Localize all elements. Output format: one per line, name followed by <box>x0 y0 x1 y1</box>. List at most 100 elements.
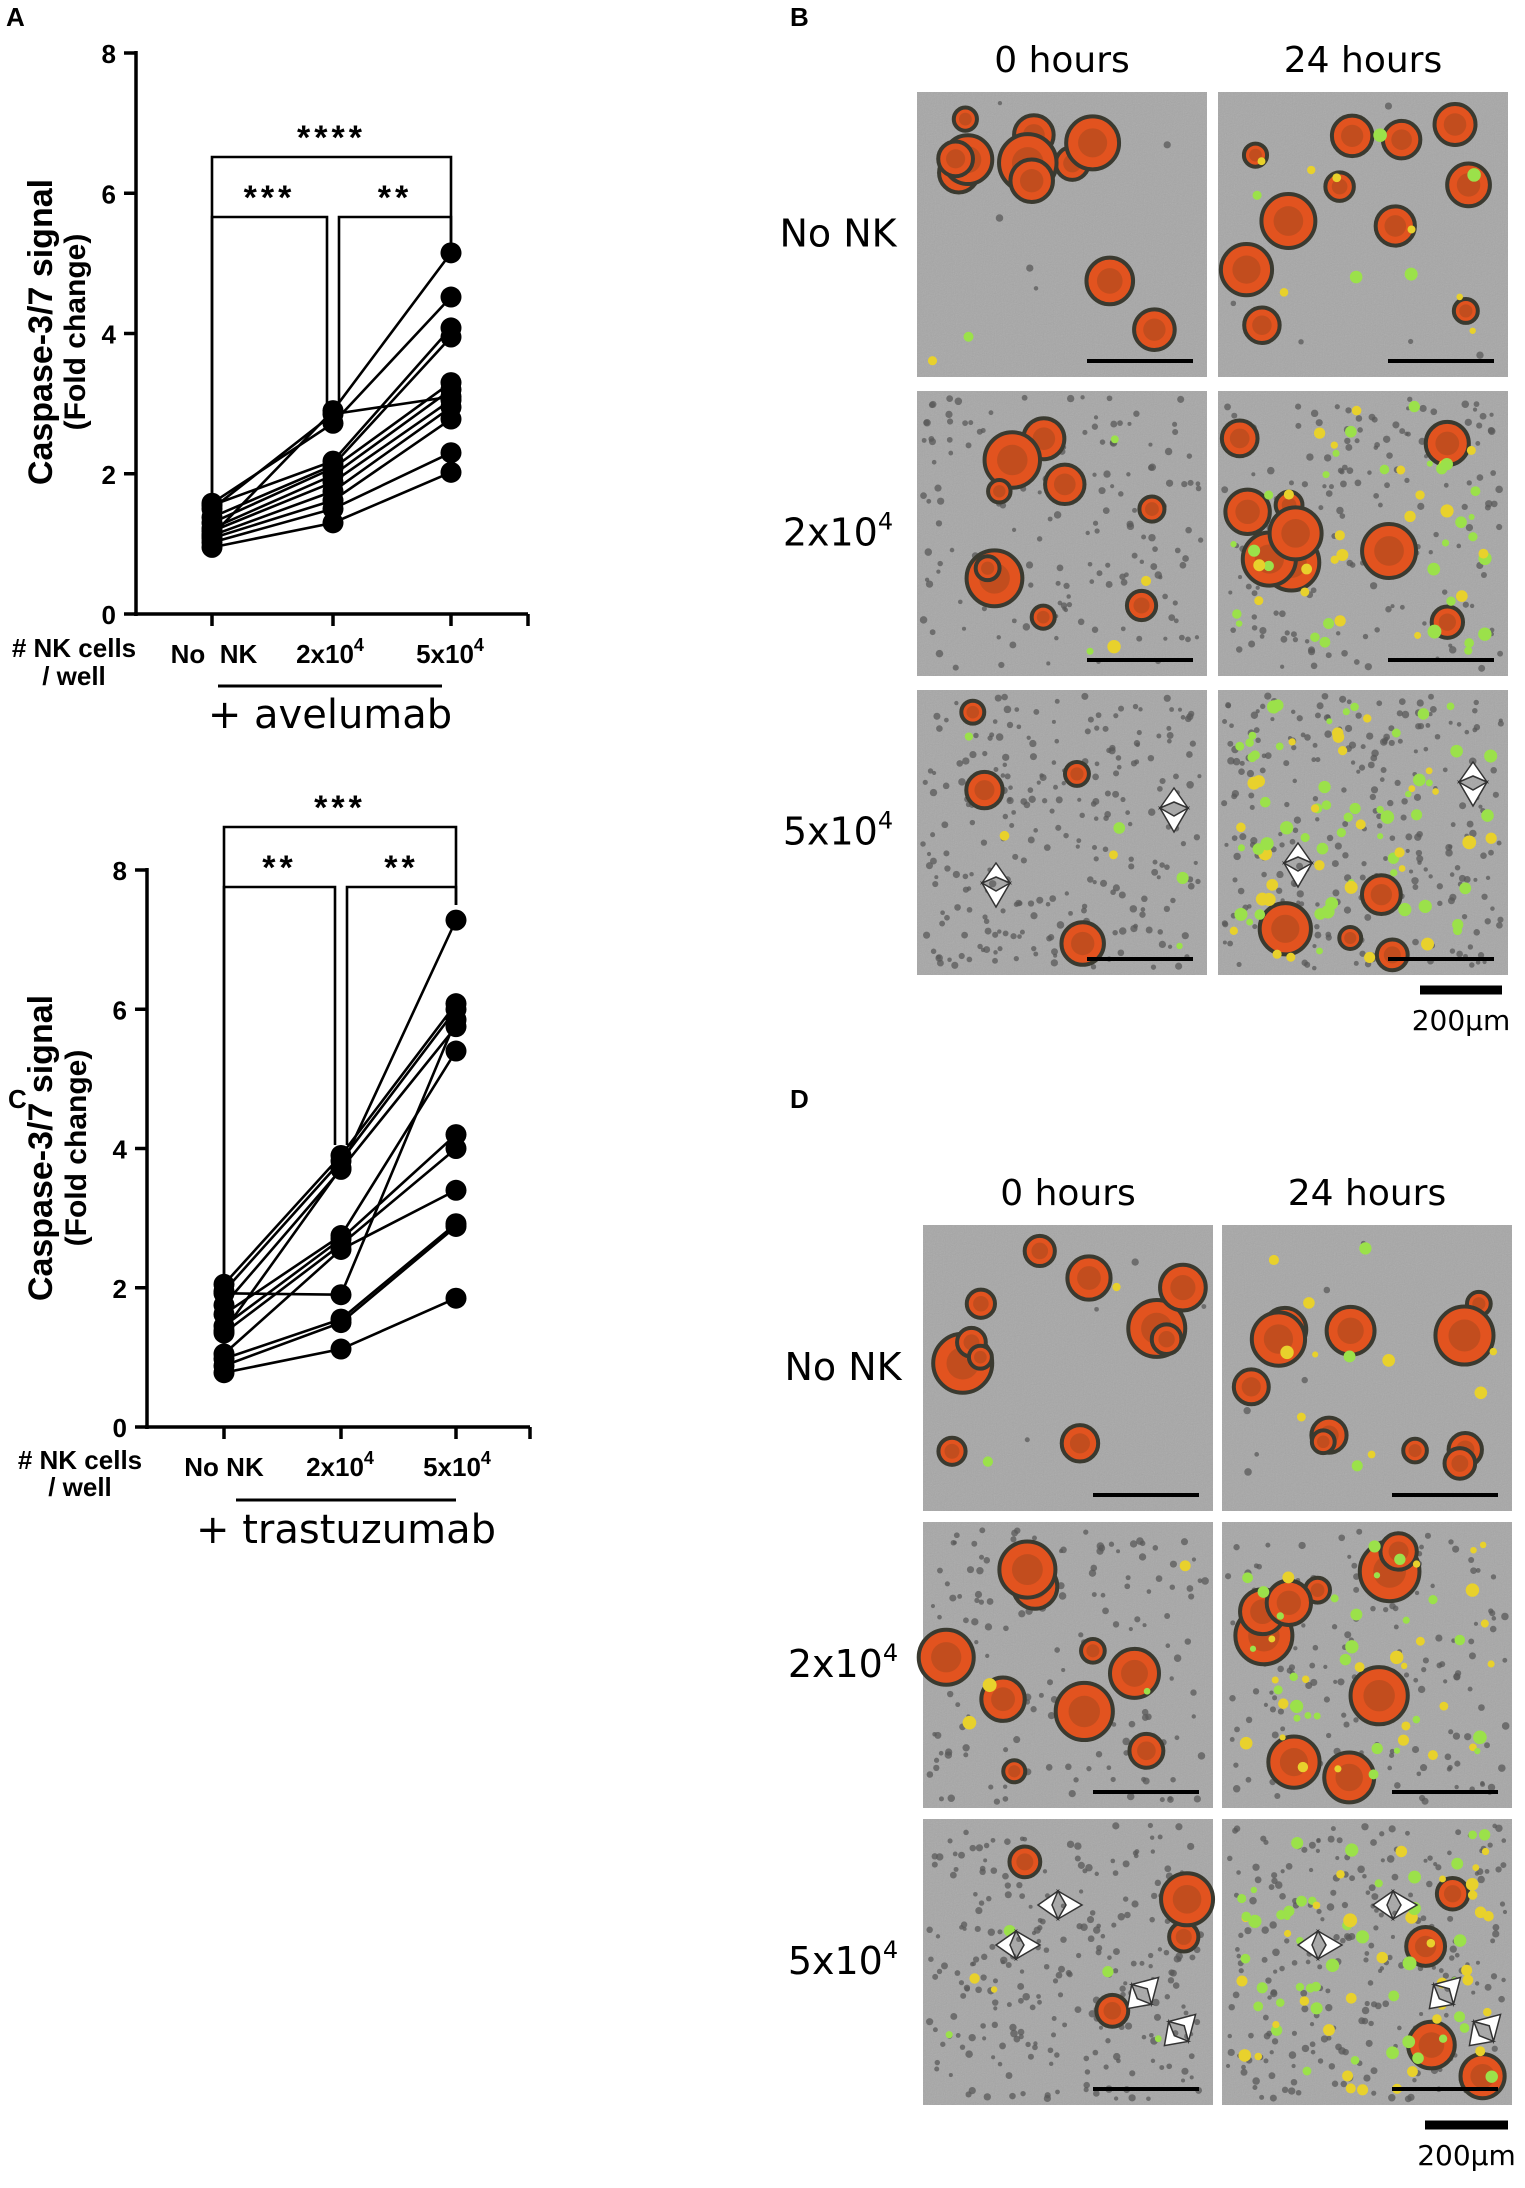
nk-cell <box>1291 709 1296 715</box>
nk-cell <box>1108 1541 1115 1547</box>
nk-cell <box>1291 2030 1297 2036</box>
apoptotic-cell <box>1400 1662 1408 1670</box>
nk-cell <box>982 2036 987 2041</box>
nk-cell <box>1193 1795 1201 1803</box>
apoptotic-cell <box>1303 1297 1315 1309</box>
nk-cell <box>1123 1981 1128 1986</box>
apoptotic-cell <box>1179 1560 1191 1572</box>
nk-cell <box>1238 1968 1244 1974</box>
nk-cell <box>1496 523 1503 531</box>
apoptotic-cell <box>1411 809 1423 821</box>
nk-cell <box>1197 1752 1206 1760</box>
organoid-core <box>1031 1242 1049 1260</box>
nk-cell <box>1104 790 1111 797</box>
nk-cell <box>1419 404 1427 413</box>
apoptotic-cell <box>1470 486 1481 497</box>
nk-cell <box>1087 876 1094 883</box>
arrowhead-icon <box>1036 1888 1084 1922</box>
nk-cell <box>1091 844 1098 850</box>
nk-cell <box>1027 900 1035 907</box>
nk-cell <box>1177 395 1185 403</box>
organoid-core <box>1241 1377 1261 1397</box>
nk-cell <box>1006 796 1014 805</box>
nk-cell <box>1159 777 1166 785</box>
nk-cell <box>1148 808 1156 816</box>
nk-cell <box>1054 698 1060 704</box>
nk-cell <box>1447 897 1455 905</box>
nk-cell <box>1051 760 1057 765</box>
nk-cell <box>1104 811 1111 818</box>
nk-cell <box>1048 2061 1054 2067</box>
nk-cell <box>975 1844 984 1852</box>
x-axis-title-line2: / well <box>42 661 106 691</box>
nk-cell <box>1390 1934 1395 1940</box>
apoptotic-cell <box>1289 1699 1304 1713</box>
row-label: No NK <box>779 212 897 256</box>
apoptotic-cell <box>1364 951 1376 963</box>
nk-cell <box>1492 1923 1500 1931</box>
nk-cell <box>1492 791 1499 798</box>
nk-cell <box>1073 1777 1079 1783</box>
nk-cell <box>1500 1862 1507 1869</box>
nk-cell <box>1277 1665 1284 1673</box>
x-axis-title: # NK cells <box>12 633 136 663</box>
nk-cell <box>949 1594 957 1602</box>
nk-cell <box>1495 1824 1503 1833</box>
nk-cell <box>1501 1838 1507 1843</box>
nk-cell <box>1335 631 1341 636</box>
nk-cell <box>930 832 936 838</box>
nk-cell <box>1043 2094 1051 2103</box>
nk-cell <box>1244 1927 1252 1935</box>
nk-cell <box>1276 870 1284 879</box>
nk-cell <box>1083 2055 1090 2062</box>
nk-cell <box>1247 904 1252 909</box>
nk-cell <box>1353 960 1359 966</box>
apoptotic-cell <box>1350 702 1359 712</box>
nk-cell <box>1256 1563 1262 1570</box>
nk-cell <box>1382 435 1391 443</box>
nk-cell <box>1357 427 1363 433</box>
nk-cell <box>1280 1869 1285 1874</box>
nk-cell <box>986 1598 994 1605</box>
significance-stars: *** <box>244 179 296 217</box>
nk-cell <box>1419 1544 1424 1550</box>
nk-cell <box>987 735 993 741</box>
nk-cell <box>924 577 930 582</box>
nk-cell <box>1387 1954 1393 1961</box>
nk-cell <box>1333 1934 1340 1941</box>
nk-cell <box>1091 626 1099 633</box>
nk-cell <box>978 1554 985 1560</box>
nk-cell <box>1113 2096 1119 2101</box>
nk-cell <box>1271 1731 1279 1739</box>
apoptotic-cell <box>1455 516 1467 529</box>
nk-cell <box>1011 527 1017 533</box>
apoptotic-cell <box>1401 1721 1411 1731</box>
data-point <box>445 1124 467 1146</box>
nk-cell <box>1248 640 1256 648</box>
nk-cell <box>1271 2038 1279 2045</box>
nk-cell <box>1373 492 1380 499</box>
nk-cell <box>1251 590 1258 597</box>
apoptotic-cell <box>1102 1966 1114 1978</box>
nk-cell <box>1255 709 1260 714</box>
nk-cell <box>1340 480 1347 488</box>
nk-cell <box>940 910 945 916</box>
nk-cell <box>1136 635 1143 642</box>
nk-cell <box>1442 767 1448 773</box>
nk-cell <box>1221 800 1228 807</box>
nk-cell <box>1361 860 1367 867</box>
nk-cell <box>1146 2096 1151 2102</box>
apoptotic-cell <box>1355 1930 1370 1944</box>
nk-cell <box>1388 2094 1396 2102</box>
apoptotic-cell <box>1300 587 1310 597</box>
nk-cell <box>922 779 928 785</box>
apoptotic-cell <box>1113 822 1126 834</box>
apoptotic-cell <box>1376 1951 1388 1964</box>
nk-cell <box>1449 1955 1455 1961</box>
nk-cell <box>1468 1556 1475 1564</box>
nk-cell <box>1141 1708 1149 1716</box>
data-point <box>330 1308 352 1330</box>
apoptotic-cell <box>1374 1879 1383 1888</box>
data-point <box>201 498 223 520</box>
nk-cell <box>1501 1612 1509 1621</box>
